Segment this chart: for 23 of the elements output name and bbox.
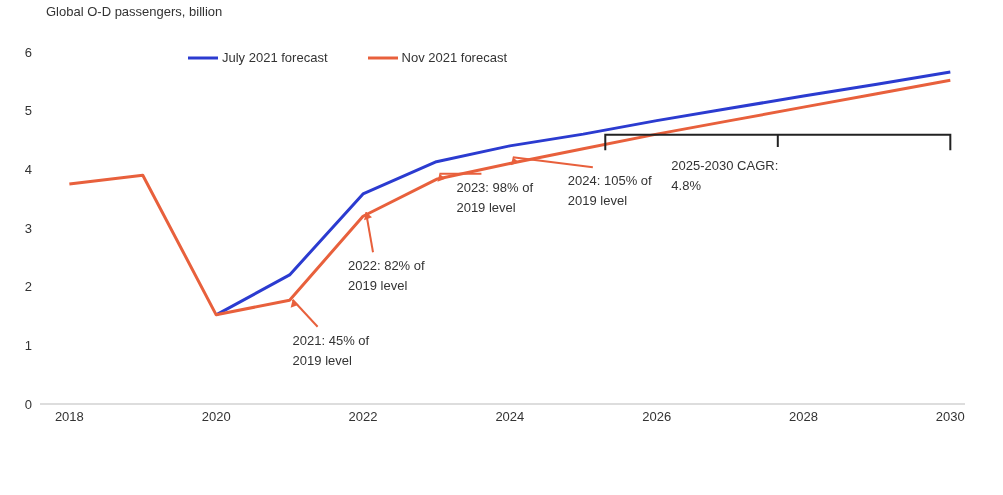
x-tick-label: 2020	[201, 409, 231, 425]
y-tick-label: 4	[24, 161, 32, 177]
x-tick-label: 2028	[789, 409, 818, 425]
y-tick-label: 1	[24, 337, 32, 353]
annotation: 2023: 98% of 2019 level	[456, 178, 535, 217]
legend-label: July 2021 forecast	[222, 50, 328, 65]
x-tick-label: 2018	[54, 409, 84, 425]
x-tick-label: 2026	[642, 409, 672, 425]
x-tick-label: 2022	[348, 409, 378, 425]
annotation: 2022: 82% of 2019 level	[348, 257, 426, 296]
x-tick-label: 2030	[935, 409, 965, 425]
line-series	[67, 78, 952, 317]
legend-label: Nov 2021 forecast	[401, 50, 508, 65]
y-tick-label: 3	[24, 220, 32, 236]
y-tick-label: 6	[24, 44, 32, 60]
annotation: 2024: 105% of 2019 level	[567, 172, 653, 211]
y-tick-label: 0	[24, 396, 32, 412]
y-tick-label: 5	[24, 103, 32, 119]
annotation: 2021: 45% of 2019 level	[292, 331, 371, 370]
y-tick-label: 2	[24, 279, 32, 295]
annotation: 2025-2030 CAGR: 4.8%	[671, 157, 780, 196]
y-axis-title: Global O-D passengers, billion	[46, 4, 223, 19]
x-tick-label: 2024	[495, 409, 525, 425]
